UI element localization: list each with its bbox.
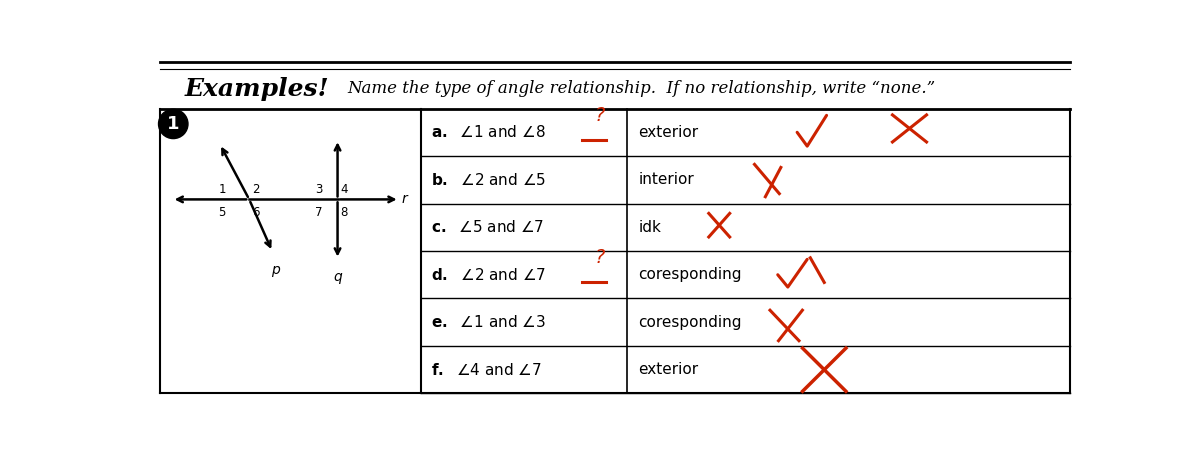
Text: 1: 1 xyxy=(218,183,226,196)
Text: 8: 8 xyxy=(341,207,348,220)
Text: p: p xyxy=(271,263,280,277)
Text: coresponding: coresponding xyxy=(638,315,742,330)
Text: $\mathbf{a.}$  $\angle$1 and $\angle$8: $\mathbf{a.}$ $\angle$1 and $\angle$8 xyxy=(431,124,545,140)
Text: q: q xyxy=(334,270,342,284)
Text: ?: ? xyxy=(594,106,605,124)
Text: coresponding: coresponding xyxy=(638,267,742,282)
Text: 3: 3 xyxy=(314,183,322,196)
Text: 7: 7 xyxy=(314,207,322,220)
Text: 1: 1 xyxy=(167,115,180,133)
Circle shape xyxy=(158,109,188,139)
Text: $\mathbf{d.}$  $\angle$2 and $\angle$7: $\mathbf{d.}$ $\angle$2 and $\angle$7 xyxy=(431,267,546,283)
Text: 2: 2 xyxy=(252,183,260,196)
Text: ?: ? xyxy=(594,248,605,267)
Text: $\mathbf{e.}$  $\angle$1 and $\angle$3: $\mathbf{e.}$ $\angle$1 and $\angle$3 xyxy=(431,314,545,330)
Text: 5: 5 xyxy=(218,207,226,220)
Text: Name the type of angle relationship.  If no relationship, write “none.”: Name the type of angle relationship. If … xyxy=(348,80,936,97)
Text: exterior: exterior xyxy=(638,362,698,377)
Text: 6: 6 xyxy=(252,207,260,220)
Text: exterior: exterior xyxy=(638,125,698,140)
Text: idk: idk xyxy=(638,220,661,235)
Text: interior: interior xyxy=(638,172,694,187)
Text: $\mathbf{b.}$  $\angle$2 and $\angle$5: $\mathbf{b.}$ $\angle$2 and $\angle$5 xyxy=(431,172,546,188)
Text: Examples!: Examples! xyxy=(185,76,330,101)
Text: 4: 4 xyxy=(341,183,348,196)
Text: r: r xyxy=(402,193,408,207)
Text: $\mathbf{f.}$  $\angle$4 and $\angle$7: $\mathbf{f.}$ $\angle$4 and $\angle$7 xyxy=(431,362,541,378)
Text: $\mathbf{c.}$  $\angle$5 and $\angle$7: $\mathbf{c.}$ $\angle$5 and $\angle$7 xyxy=(431,219,544,235)
